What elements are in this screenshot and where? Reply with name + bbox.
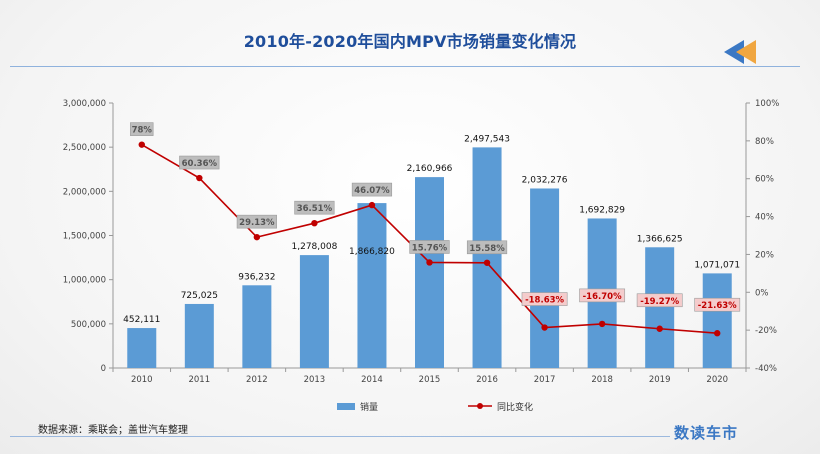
bar-value-label: 1,692,829 [579, 205, 625, 215]
yoy-point [541, 324, 548, 331]
yoy-label-box [236, 214, 277, 229]
bar [472, 147, 502, 368]
x-tick-label: 2020 [706, 375, 728, 385]
title-divider [10, 66, 800, 67]
yoy-label-box [521, 292, 568, 306]
bar [415, 177, 444, 368]
yoy-value-label: -16.70% [583, 292, 622, 302]
yoy-value-label: 46.07% [354, 186, 390, 196]
bar-value-label: 936,232 [238, 272, 275, 282]
yoy-value-label: 78% [132, 126, 153, 136]
bar-value-label: 2,497,543 [464, 134, 510, 144]
data-source-note: 数据来源：乘联会；盖世汽车整理 [38, 425, 188, 436]
x-tick-label: 2014 [361, 375, 383, 385]
x-tick-label: 2017 [534, 375, 556, 385]
yoy-value-label: 60.36% [182, 159, 218, 169]
yoy-label-box [351, 182, 393, 197]
y-right-tick-label: -20% [755, 326, 777, 336]
brand-logo: 数读车市 [674, 424, 739, 442]
x-tick-label: 2018 [591, 375, 613, 385]
legend-bar-swatch [337, 403, 355, 410]
bar [645, 247, 675, 368]
legend-label: 销量 [360, 401, 378, 413]
y-right-tick-label: 20% [755, 250, 774, 260]
bar-value-label: 1,866,820 [349, 247, 395, 257]
y-left-tick-label: 0 [101, 364, 106, 374]
y-right-tick-label: 40% [755, 213, 774, 223]
legend-label: 同比变化 [497, 401, 533, 413]
yoy-point [714, 330, 721, 337]
x-tick-label: 2015 [419, 375, 441, 385]
x-tick-label: 2016 [476, 375, 498, 385]
yoy-point [656, 325, 663, 332]
page-title: 2010年-2020年国内MPV市场销量变化情况 [243, 32, 577, 51]
bar-value-label: 725,025 [181, 291, 218, 301]
legend-line-marker [477, 403, 483, 409]
y-right-tick-label: 60% [755, 175, 774, 185]
bar [299, 255, 329, 368]
bar-value-label: 452,111 [123, 315, 160, 325]
yoy-point [196, 174, 203, 182]
yoy-value-label: -21.63% [698, 301, 737, 311]
bar [702, 273, 732, 368]
y-left-tick-label: 2,000,000 [63, 187, 106, 197]
decorative-arrow-icon [724, 40, 756, 64]
yoy-value-label: 29.13% [239, 218, 275, 228]
y-left-tick-label: 3,000,000 [63, 99, 106, 109]
bar [242, 285, 272, 368]
yoy-label-box [694, 297, 741, 312]
yoy-label-box [409, 240, 450, 254]
x-tick-label: 2010 [131, 375, 153, 385]
yoy-value-label: 15.58% [469, 244, 505, 254]
y-left-tick-label: 2,500,000 [63, 143, 106, 153]
x-tick-label: 2012 [246, 375, 268, 385]
yoy-value-label: 36.51% [297, 204, 333, 214]
yoy-point [138, 141, 145, 148]
bar-value-label: 2,160,966 [407, 164, 453, 174]
y-left-tick-label: 1,500,000 [63, 232, 106, 242]
yoy-point [598, 320, 606, 328]
yoy-point [311, 219, 318, 227]
yoy-value-label: 15.76% [412, 243, 448, 253]
yoy-label-box [294, 200, 335, 215]
yoy-point [483, 259, 491, 266]
bar [357, 203, 387, 368]
footer-divider [10, 436, 670, 437]
yoy-label-box [636, 293, 683, 308]
yoy-point [368, 201, 376, 209]
bar [184, 303, 214, 368]
yoy-value-label: -19.27% [640, 297, 679, 307]
bar [530, 188, 560, 368]
y-left-tick-label: 1,000,000 [63, 276, 106, 286]
yoy-label-box [579, 288, 626, 303]
y-left-tick-label: 500,000 [71, 320, 106, 330]
x-tick-label: 2013 [304, 375, 326, 385]
yoy-label-box [130, 122, 154, 136]
yoy-point [426, 259, 433, 266]
y-right-tick-label: 80% [755, 137, 774, 147]
bar-value-label: 1,071,071 [694, 260, 740, 270]
bar-value-label: 1,366,625 [637, 234, 683, 244]
bar [127, 328, 157, 368]
yoy-value-label: -18.63% [525, 296, 564, 306]
y-right-tick-label: -40% [755, 364, 777, 374]
x-tick-label: 2011 [188, 375, 210, 385]
y-right-tick-label: 0% [755, 288, 769, 298]
y-right-tick-label: 100% [755, 99, 779, 109]
x-tick-label: 2019 [649, 375, 671, 385]
yoy-label-box [179, 155, 220, 170]
bar-value-label: 1,278,008 [292, 242, 338, 252]
bar-value-label: 2,032,276 [522, 175, 568, 185]
yoy-label-box [466, 240, 508, 255]
yoy-point [253, 233, 261, 241]
